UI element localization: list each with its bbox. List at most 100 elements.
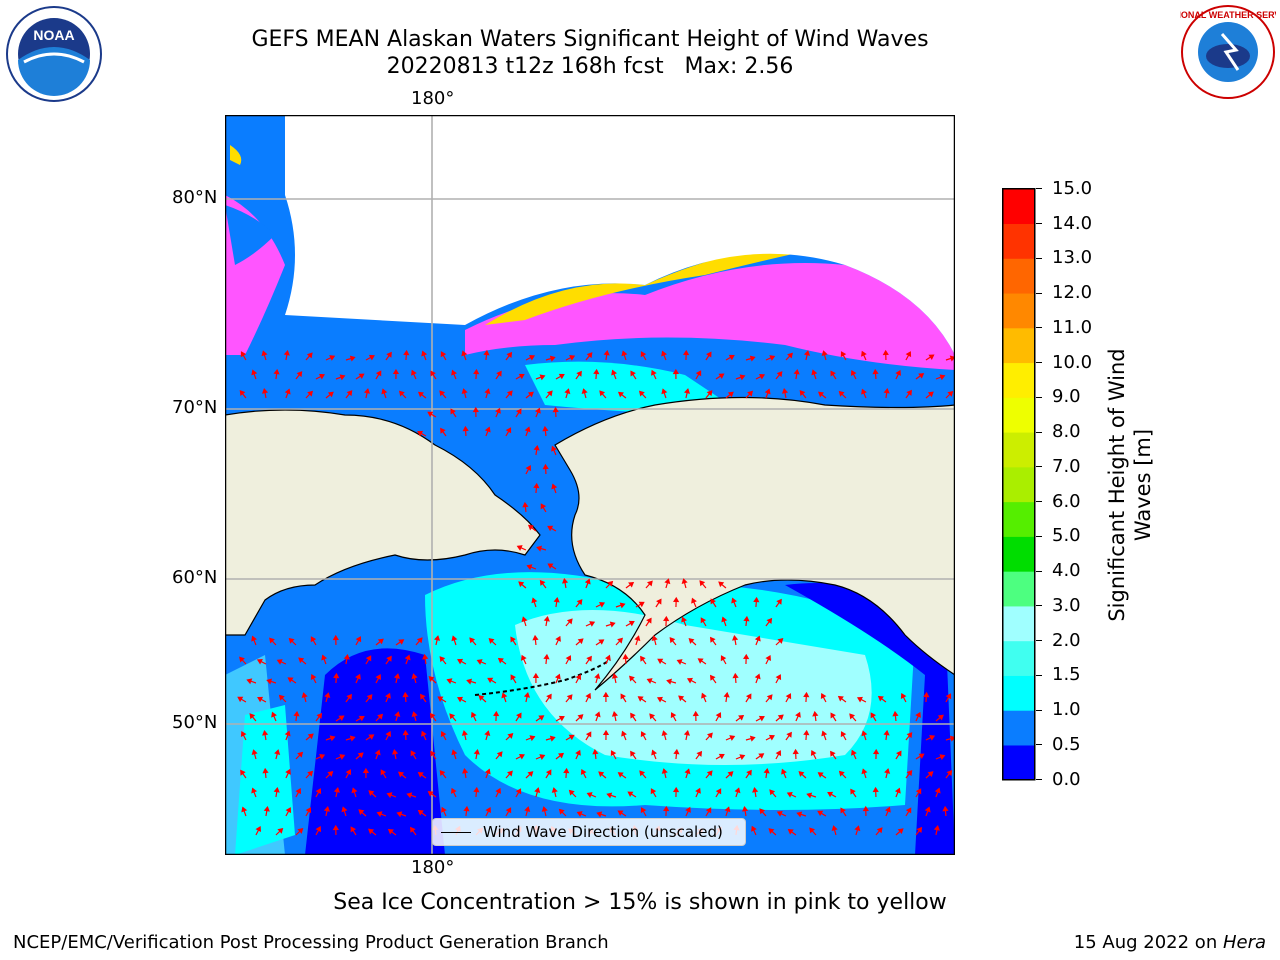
colorbar-segment	[1002, 466, 1035, 503]
wind-wave-arrowhead	[738, 714, 745, 721]
colorbar-tick-mark	[1036, 466, 1042, 468]
wind-wave-arrowhead	[410, 826, 416, 833]
wind-wave-arrowhead	[285, 768, 291, 775]
wind-wave-arrowhead	[266, 678, 273, 685]
wind-wave-arrowhead	[553, 596, 560, 603]
colorbar-segment	[1002, 397, 1035, 433]
wind-wave-arrowhead	[924, 806, 931, 813]
lon-label-top: 180°	[411, 88, 455, 109]
wind-wave-arrowhead	[558, 373, 565, 380]
noaa-logo: NOAA	[6, 6, 102, 102]
colorbar-tick-label: 10.0	[1052, 351, 1093, 373]
colorbar-tick-mark	[1036, 362, 1042, 364]
wind-wave-arrowhead	[428, 676, 435, 682]
wind-wave-arrowhead	[576, 811, 583, 817]
wind-wave-arrowhead	[838, 390, 845, 397]
colorbar-tick-label: 0.0	[1052, 768, 1081, 790]
wind-wave-arrowhead	[870, 712, 877, 719]
wind-wave-arrowhead	[611, 369, 617, 376]
wind-wave-arrowhead	[861, 388, 867, 395]
colorbar-segment	[1002, 258, 1035, 294]
wind-wave-arrowhead	[630, 370, 636, 377]
wind-wave-arrowhead	[661, 350, 667, 357]
wind-wave-arrowhead	[763, 767, 770, 774]
wind-wave-arrowhead	[310, 673, 317, 681]
wind-wave-arrowhead	[691, 597, 697, 604]
wind-wave-arrowhead	[817, 810, 824, 817]
colorbar-segment	[1002, 293, 1035, 329]
colorbar-tick-mark	[1036, 257, 1042, 259]
wind-wave-arrowhead	[739, 374, 746, 381]
wind-wave-arrowhead	[451, 369, 457, 376]
wind-wave-arrowhead	[427, 791, 434, 797]
wind-wave-arrowhead	[798, 771, 805, 777]
wind-wave-arrowhead	[661, 730, 668, 737]
wind-wave-arrowhead	[510, 636, 516, 643]
wind-wave-arrowhead	[357, 752, 364, 759]
wind-wave-arrowhead	[403, 349, 410, 356]
wind-wave-arrowhead	[657, 658, 664, 665]
wind-wave-arrowhead	[809, 827, 815, 834]
wind-wave-arrowhead	[611, 673, 618, 679]
wind-wave-arrowhead	[701, 692, 707, 699]
chart-subtitle: 20220813 t12z 168h fcst Max: 2.56	[386, 54, 794, 79]
wind-wave-arrowhead	[627, 791, 634, 797]
wind-wave-arrowhead	[731, 597, 738, 604]
wind-wave-arrowhead	[345, 769, 352, 776]
wind-wave-arrowhead	[646, 678, 653, 684]
wind-wave-arrowhead	[521, 616, 528, 623]
wind-wave-arrowhead	[451, 749, 458, 756]
wind-wave-arrowhead	[343, 653, 350, 660]
wind-wave-arrowhead	[318, 373, 325, 380]
wind-wave-arrowhead	[609, 621, 616, 628]
wind-wave-arrowhead	[949, 355, 955, 362]
wind-wave-arrowhead	[651, 635, 658, 641]
wind-wave-arrowhead	[594, 711, 601, 718]
colorbar-tick-mark	[1036, 674, 1042, 676]
wind-wave-arrowhead	[525, 465, 532, 472]
wind-wave-arrowhead	[699, 580, 706, 587]
wind-wave-arrowhead	[327, 770, 334, 777]
wind-wave-arrowhead	[734, 787, 741, 794]
wind-wave-arrowhead	[629, 675, 635, 682]
wind-wave-arrowhead	[516, 408, 522, 415]
wind-wave-arrowhead	[589, 621, 596, 627]
wind-wave-arrowhead	[324, 692, 331, 699]
wind-wave-arrowhead	[686, 677, 693, 684]
wind-wave-arrowhead	[261, 350, 268, 357]
wind-wave-arrowhead	[638, 390, 645, 397]
colorbar-segment	[1002, 362, 1035, 398]
wind-wave-arrowhead	[422, 653, 429, 660]
wind-wave-arrowhead	[695, 787, 701, 794]
wind-wave-arrowhead	[821, 730, 828, 737]
wind-wave-arrowhead	[585, 692, 591, 699]
wind-wave-arrowhead	[577, 638, 584, 645]
wind-wave-arrowhead	[510, 674, 516, 681]
wind-wave-arrowhead	[927, 771, 934, 777]
wind-wave-arrowhead	[670, 712, 677, 719]
wind-wave-arrowhead	[540, 503, 547, 510]
land-alaska	[554, 396, 955, 691]
cyan-wave-region-west	[235, 705, 295, 855]
colorbar-segment	[1002, 327, 1035, 364]
wind-wave-arrowhead	[533, 444, 540, 451]
wind-wave-arrowhead	[915, 711, 921, 718]
wind-wave-arrowhead	[288, 637, 295, 644]
wind-wave-arrowhead	[485, 806, 491, 813]
wind-wave-arrowhead	[611, 711, 619, 717]
wind-wave-arrowhead	[628, 581, 635, 588]
wind-wave-arrowhead	[787, 829, 794, 835]
wind-wave-arrowhead	[440, 731, 447, 738]
wind-wave-arrowhead	[781, 388, 789, 394]
wind-wave-arrowhead	[240, 730, 247, 737]
wind-wave-arrowhead	[747, 390, 753, 397]
wind-wave-arrowhead	[861, 768, 868, 775]
wind-wave-arrowhead	[617, 772, 624, 778]
wind-wave-arrowhead	[386, 792, 393, 799]
wind-wave-arrowhead	[495, 407, 501, 414]
wind-wave-arrowhead	[732, 672, 739, 679]
wind-wave-arrowhead	[745, 693, 752, 700]
wind-wave-arrowhead	[387, 828, 394, 835]
wind-wave-arrowhead	[777, 638, 784, 644]
wind-wave-arrowhead	[754, 673, 761, 680]
